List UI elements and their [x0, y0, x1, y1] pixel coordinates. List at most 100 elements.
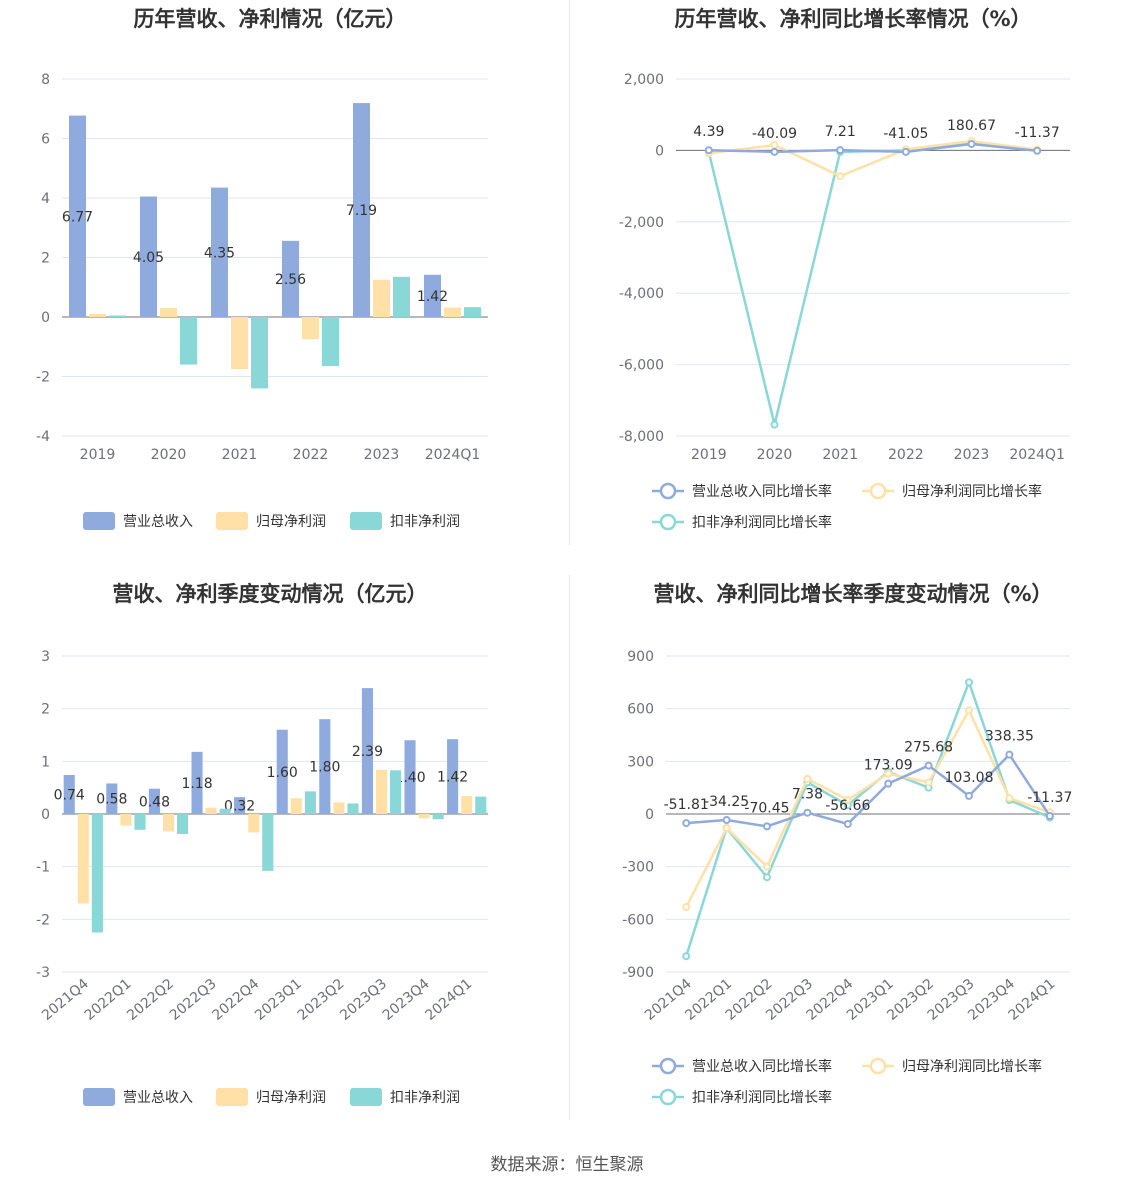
- bar: [322, 317, 339, 367]
- y-tick-label: -3: [36, 965, 50, 981]
- x-tick-label: 2022Q2: [124, 976, 177, 1024]
- bar-data-label: 4.35: [204, 245, 235, 261]
- series-point: [836, 172, 845, 181]
- x-tick-label: 2024Q1: [422, 976, 475, 1024]
- series-point: [682, 952, 691, 961]
- bar-data-label: 4.05: [133, 250, 164, 266]
- line-data-label: -56.66: [825, 798, 870, 814]
- bar: [63, 775, 75, 814]
- legend-label: 营业总收入同比增长率: [692, 1058, 832, 1075]
- y-tick-label: 3: [41, 649, 50, 665]
- y-tick-label: 2,000: [624, 72, 664, 88]
- series-line: [708, 142, 1038, 154]
- bar-data-label: 1.60: [267, 765, 298, 781]
- chart-svg: 营收、净利季度变动情况（亿元）-3-2-101232021Q42022Q1202…: [36, 582, 488, 1106]
- data-source-footer: 数据来源：恒生聚源: [490, 1155, 644, 1175]
- annual-revenue-profit-chart: 历年营收、净利情况（亿元） -4 -2 0 2 4 6 8 2019 2020 2021 2022 20…: [0, 0, 568, 560]
- x-tick-label: 2019: [80, 447, 116, 463]
- bar-data-label: 7.19: [346, 203, 377, 219]
- bar: [140, 196, 157, 317]
- series-point: [722, 824, 731, 833]
- x-tick-label: 2023: [954, 447, 990, 463]
- bar: [319, 719, 331, 814]
- line-data-label: 7.21: [825, 124, 856, 140]
- x-tick-label: 2020: [757, 447, 793, 463]
- line-data-label: 338.35: [985, 729, 1034, 745]
- series-line: [685, 707, 1051, 908]
- series-point: [770, 141, 779, 150]
- bar-data-label: 1.40: [394, 770, 425, 786]
- series-point: [803, 774, 812, 783]
- y-tick-label: 6: [41, 132, 50, 148]
- y-tick-label: 600: [627, 702, 654, 718]
- y-tick-label: -2: [36, 370, 50, 386]
- bar: [177, 814, 189, 835]
- legend-label: 归母净利润同比增长率: [902, 1058, 1042, 1075]
- legend-label: 营业总收入: [123, 514, 193, 530]
- x-tick-label: 2022Q1: [82, 976, 135, 1024]
- line-data-label: -11.37: [1027, 790, 1072, 806]
- y-tick-label: -4: [36, 429, 50, 445]
- x-tick-label: 2023: [364, 447, 400, 463]
- y-tick-label: 300: [627, 754, 654, 770]
- chart-title: 历年营收、净利同比增长率情况（%）: [674, 7, 1031, 31]
- bar-data-label: 2.56: [275, 272, 306, 288]
- x-tick-label: 2024Q1: [425, 447, 481, 463]
- bar-data-label: 2.39: [352, 744, 383, 760]
- x-tick-label: 2022Q4: [209, 976, 262, 1024]
- bar: [404, 740, 416, 814]
- series-point: [884, 779, 893, 788]
- series-point: [924, 778, 933, 787]
- bar: [276, 729, 288, 814]
- bar: [361, 688, 373, 814]
- bar: [162, 814, 175, 832]
- y-tick-label: -6,000: [619, 358, 664, 374]
- legend-swatch: [350, 512, 382, 530]
- series-point: [836, 146, 845, 155]
- bar: [69, 115, 86, 317]
- y-tick-label: 2: [41, 251, 50, 267]
- bar-data-label: 1.42: [437, 770, 468, 786]
- legend-label: 扣非净利润: [390, 514, 460, 530]
- bar: [290, 798, 302, 814]
- bar: [418, 814, 430, 819]
- x-tick-label: 2022: [888, 447, 924, 463]
- legend-swatch: [216, 1088, 248, 1106]
- chart-svg: 历年营收、净利同比增长率情况（%） -8,000 -6,000 -4,000 -2,00…: [619, 7, 1070, 531]
- series-point: [965, 678, 973, 687]
- line-data-label: -11.37: [1015, 125, 1060, 141]
- series-point: [803, 808, 812, 817]
- x-tick-label: 2023Q4: [380, 976, 433, 1024]
- series-point: [924, 761, 933, 770]
- panel-divider-bottom: [569, 575, 570, 1120]
- bar: [432, 814, 444, 820]
- bar: [231, 317, 248, 370]
- legend-marker: [659, 513, 677, 531]
- legend-label: 扣非净利润同比增长率: [692, 1089, 832, 1106]
- series-point: [1005, 794, 1014, 803]
- legend-label: 归母净利润同比增长率: [902, 483, 1042, 500]
- bar: [148, 788, 160, 814]
- bar: [461, 796, 473, 814]
- legend-label: 扣非净利润: [390, 1090, 460, 1106]
- series-point: [965, 706, 973, 715]
- x-tick-label: 2021Q4: [39, 976, 92, 1024]
- bar-data-label: 1.18: [181, 776, 212, 792]
- legend-label: 营业总收入同比增长率: [692, 483, 832, 500]
- bar-data-label: 0.48: [139, 794, 170, 810]
- y-tick-label: -300: [622, 860, 654, 876]
- series-line: [708, 139, 1038, 178]
- legend-swatch: [83, 1088, 115, 1106]
- quarterly-revenue-profit-chart: 营收、净利季度变动情况（亿元） -3 -2 -1 0 1 2 3 2021Q4 2022Q1 202…: [0, 575, 568, 1120]
- legend-label: 扣非净利润同比增长率: [692, 514, 832, 531]
- line-data-label: -41.05: [883, 126, 928, 142]
- line-data-label: 275.68: [904, 740, 953, 756]
- bar: [160, 308, 177, 317]
- panel-divider-top: [569, 0, 570, 545]
- chart-title: 历年营收、净利情况（亿元）: [134, 7, 407, 31]
- chart-title: 营收、净利季度变动情况（亿元）: [113, 582, 428, 606]
- line-data-label: 180.67: [947, 118, 996, 134]
- y-tick-label: -2: [36, 912, 50, 928]
- quarterly-growth-rate-chart: 营收、净利同比增长率季度变动情况（%） -900 -600 -300 0 300 600 90…: [568, 575, 1134, 1120]
- legend-marker: [869, 482, 887, 500]
